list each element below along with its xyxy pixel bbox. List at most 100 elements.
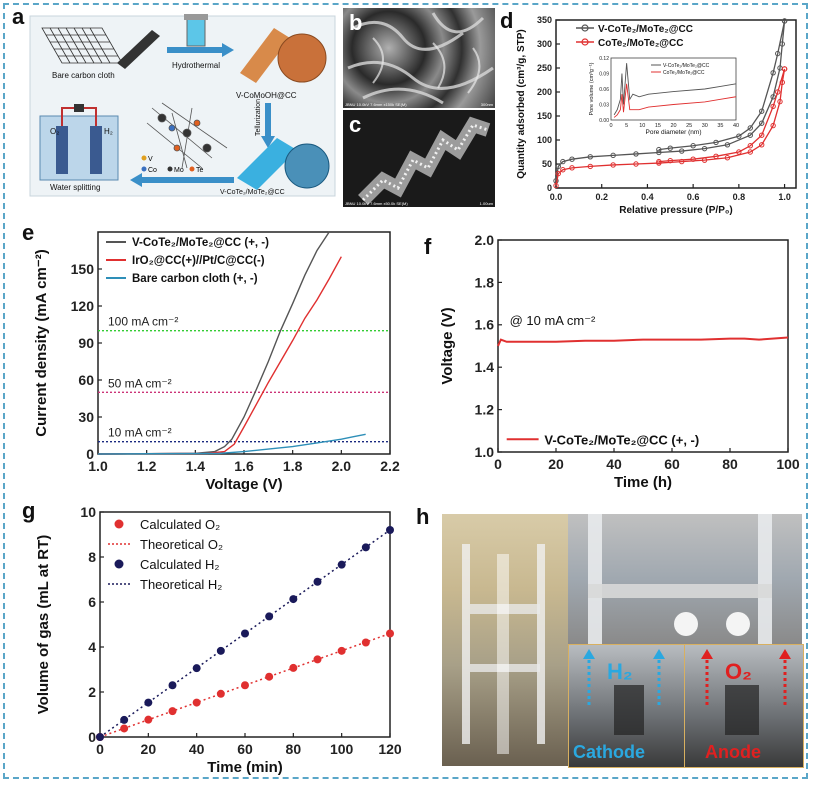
data-point [361,638,370,647]
data-point [690,143,696,149]
legend-label: Bare carbon cloth (+, -) [132,273,258,285]
data-point [656,146,662,153]
data-point [777,98,783,105]
data-point [555,170,561,177]
anode-label: Anode [705,742,761,762]
data-point [560,167,566,173]
panel-label-b: b [349,10,363,35]
panel-f: f 0 20 40 60 80 100 1.0 1.2 1.4 1.6 1.8 2.0 Time (h)… [412,222,807,497]
y-tick-label: 50 [542,159,552,169]
legend-marker [581,38,589,46]
data-point [560,158,566,165]
chart-d: 0.0 0.2 0.4 0.6 0.8 1.0050100150200250300350R… [516,15,797,216]
data-point [633,161,639,167]
vcomooh-zoom-icon [277,33,327,83]
inset-y-label: Pore volume (cm³g⁻¹) [589,62,595,115]
data-point [667,157,673,164]
vcote-zoom-icon [284,143,330,189]
y-tick-label: 30 [78,409,94,425]
x-tick-label: 1.8 [283,458,303,474]
cathode-label: Cathode [573,742,645,762]
h2-label: H₂ [104,127,113,136]
tellurization-label: Tellurization [255,99,262,136]
series-line-1 [97,256,342,455]
inset-x-tick: 30 [702,123,708,129]
data-point [701,145,708,152]
data-point [759,132,765,138]
x-tick-label: 120 [378,741,402,757]
x-tick-label: 40 [606,456,622,472]
data-point [587,154,593,160]
data-point [633,151,639,157]
data-point [555,163,561,170]
data-point [553,182,559,189]
x-tick-label: 1.0 [88,458,108,474]
data-point [747,143,753,149]
legend-mo: Mo [174,167,184,174]
panel-a-schematic: Bare carbon cloth Hydrothermal V-CoMoOH@… [29,14,336,197]
y-tick-label: 2 [88,684,96,700]
series-line-0 [555,20,786,181]
legend-label: Calculated H₂ [140,557,219,572]
x-tick-label: 0.8 [733,192,746,202]
reference-line-label: 100 mA cm⁻² [108,315,178,329]
legend-co: Co [148,167,157,174]
panel-a: a Bare carbon cloth Hydrothermal V-CoMoO… [12,4,337,198]
inset-series-1 [613,83,737,118]
data-point [265,672,274,681]
inset-y-tick: 0.06 [599,87,609,93]
y-tick-label: 1.4 [475,359,495,375]
data-point [781,66,788,72]
data-point [587,163,593,170]
legend-label: V-CoTe₂/MoTe₂@CC (+, -) [544,432,699,447]
x-tick-label: 60 [664,456,680,472]
x-tick-label: 100 [776,456,800,472]
x-tick-label: 2.2 [380,458,400,474]
data-point [724,142,731,148]
y-tick-label: 1.2 [475,402,495,418]
x-tick-label: 1.6 [234,458,254,474]
legend-te: Te [196,167,204,174]
data-point [770,122,776,129]
panel-label-e: e [22,220,35,245]
chart-g: 0 20 40 60 80 100 120 0 2 4 6 8 10 Time (min) Volume o… [35,504,402,776]
x-axis-label: Voltage (V) [205,476,282,493]
inset-y-tick: 0.03 [599,103,609,109]
data-point [690,156,696,162]
inset-y-tick: 0.09 [599,72,609,78]
x-tick-label: 100 [330,741,354,757]
x-tick-label: 60 [237,741,253,757]
inset-legend-label: V-CoTe₂/MoTe₂@CC [663,63,710,69]
data-point [747,132,753,138]
vcomooh-rod-icon [240,28,290,83]
data-point [759,142,765,148]
x-tick-label: 0 [494,456,502,472]
inset-x-tick: 20 [670,123,676,129]
inset-y-tick: 0.00 [599,118,609,124]
data-point [241,681,249,690]
x-tick-label: 20 [141,741,157,757]
data-point [120,715,129,724]
x-axis-label: Time (h) [614,474,672,491]
data-point [569,165,575,171]
sem-c-scale: 1.00um [479,201,493,206]
x-tick-label: 0.2 [595,192,608,202]
chart-e: 1.0 1.2 1.4 1.6 1.8 2.0 2.2 0 30 60 90 120 150 Voltag… [33,231,400,493]
sem-b-scale: 300nm [480,102,493,107]
x-tick-label: 0.0 [550,192,563,202]
panel-label-g: g [22,498,36,523]
bare-cloth-label: Bare carbon cloth [52,71,115,80]
y-tick-label: 100 [537,135,552,145]
data-point [747,149,753,155]
y-axis-label: Current density (mA cm⁻²) [33,249,50,436]
panel-label-a: a [12,4,25,29]
inset-x-tick: 35 [717,123,723,129]
y-tick-label: 0 [547,183,552,193]
carbon-rod-icon [117,30,160,69]
legend-label: Theoretical H₂ [140,577,222,592]
inset-series-0 [613,63,737,116]
y-tick-label: 1.6 [475,317,495,333]
x-tick-label: 80 [286,741,302,757]
y-tick-label: 300 [537,39,552,49]
panel-d: d 0.0 0.2 0.4 0.6 0.8 1.0 0 50 100 150 200 250 300 35… [498,8,803,218]
